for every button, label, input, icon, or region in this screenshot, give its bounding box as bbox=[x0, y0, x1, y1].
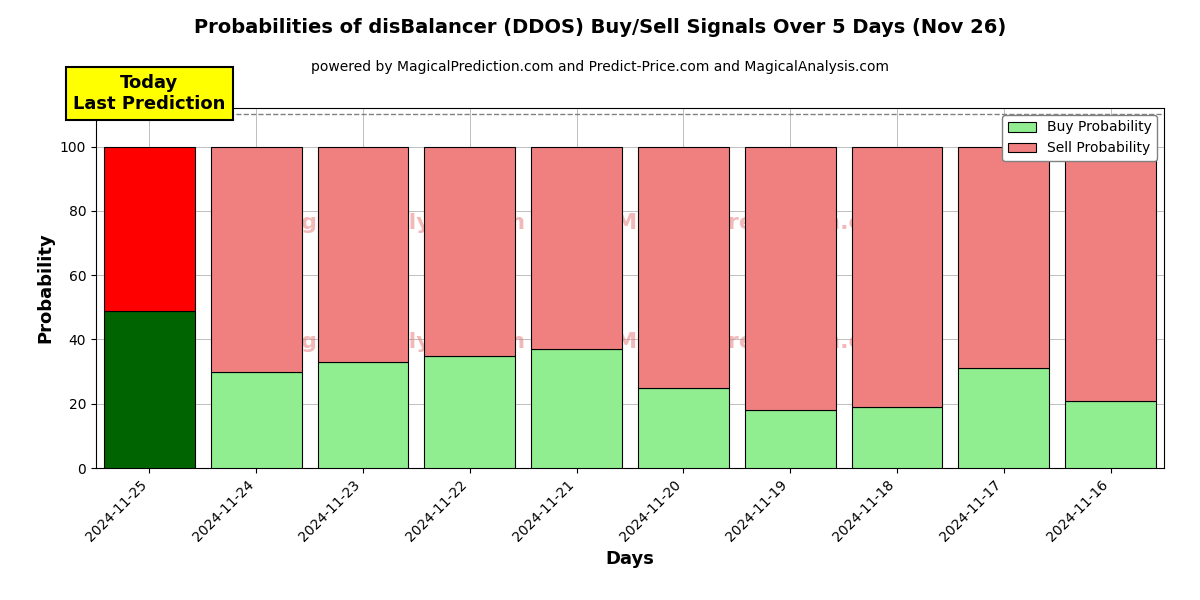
Bar bbox=[1066, 146, 1156, 401]
Bar bbox=[1066, 401, 1156, 468]
Bar bbox=[852, 407, 942, 468]
Bar bbox=[211, 371, 301, 468]
Legend: Buy Probability, Sell Probability: Buy Probability, Sell Probability bbox=[1002, 115, 1157, 161]
Bar bbox=[959, 146, 1049, 368]
Text: MagicalPrediction.com: MagicalPrediction.com bbox=[616, 332, 901, 352]
Bar bbox=[745, 146, 835, 410]
Bar bbox=[959, 368, 1049, 468]
Bar bbox=[532, 146, 622, 349]
Bar bbox=[852, 146, 942, 407]
Bar bbox=[425, 146, 515, 355]
Text: powered by MagicalPrediction.com and Predict-Price.com and MagicalAnalysis.com: powered by MagicalPrediction.com and Pre… bbox=[311, 60, 889, 74]
Text: MagicalAnalysis.com: MagicalAnalysis.com bbox=[264, 213, 526, 233]
Bar bbox=[638, 146, 728, 388]
Text: MagicalPrediction.com: MagicalPrediction.com bbox=[616, 213, 901, 233]
Bar bbox=[104, 311, 194, 468]
Bar bbox=[104, 146, 194, 311]
Bar bbox=[318, 362, 408, 468]
Bar bbox=[211, 146, 301, 371]
Text: Probabilities of disBalancer (DDOS) Buy/Sell Signals Over 5 Days (Nov 26): Probabilities of disBalancer (DDOS) Buy/… bbox=[194, 18, 1006, 37]
Bar bbox=[745, 410, 835, 468]
Bar bbox=[318, 146, 408, 362]
Text: MagicalAnalysis.com: MagicalAnalysis.com bbox=[264, 332, 526, 352]
Y-axis label: Probability: Probability bbox=[36, 233, 54, 343]
Bar bbox=[638, 388, 728, 468]
Bar bbox=[532, 349, 622, 468]
Bar bbox=[425, 355, 515, 468]
Text: Today
Last Prediction: Today Last Prediction bbox=[73, 74, 226, 113]
X-axis label: Days: Days bbox=[606, 550, 654, 568]
